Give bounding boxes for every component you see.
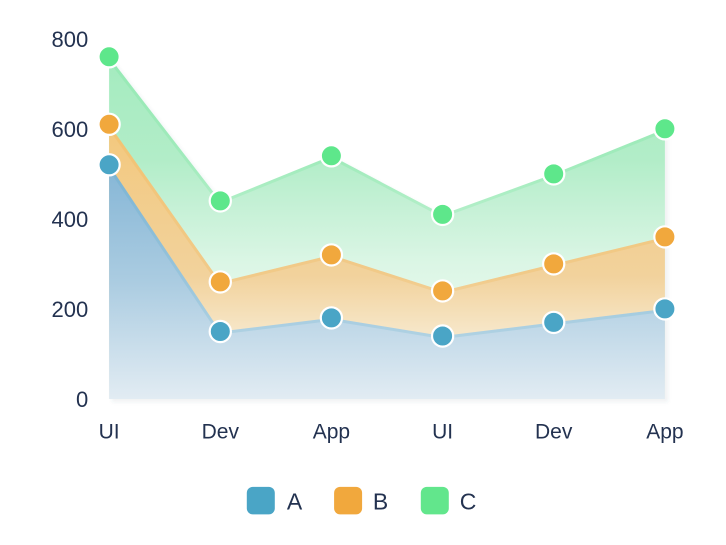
svg-text:B: B	[373, 488, 388, 514]
svg-text:200: 200	[51, 297, 88, 322]
svg-text:Dev: Dev	[202, 421, 240, 444]
svg-text:UI: UI	[99, 421, 120, 444]
svg-text:800: 800	[51, 27, 88, 52]
svg-text:400: 400	[51, 207, 88, 232]
svg-text:Dev: Dev	[535, 421, 573, 444]
svg-text:A: A	[287, 488, 303, 514]
svg-text:600: 600	[51, 117, 88, 142]
svg-text:0: 0	[76, 387, 88, 412]
svg-text:App: App	[313, 421, 350, 444]
svg-text:C: C	[460, 488, 477, 514]
svg-text:UI: UI	[432, 421, 453, 444]
svg-text:App: App	[646, 421, 683, 444]
